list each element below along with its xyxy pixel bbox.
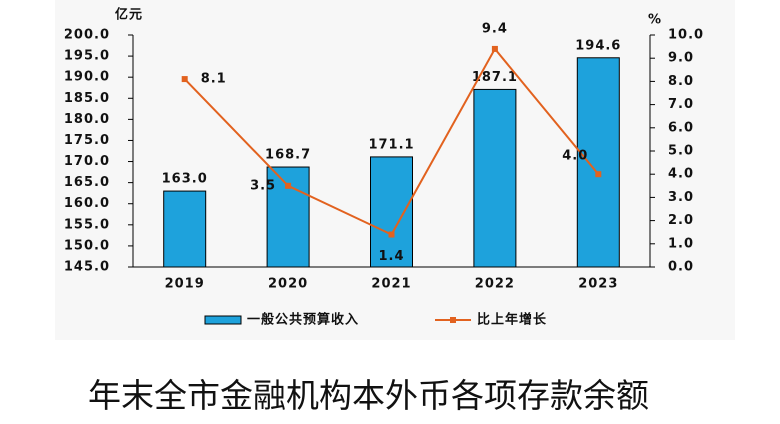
y2-unit: % [648, 13, 662, 28]
legend-swatch [204, 315, 242, 325]
y-unit: 亿元 [115, 7, 143, 23]
bar-value-label: 187.1 [472, 70, 518, 85]
x-tick-label: 2023 [578, 277, 618, 292]
y2-tick-label: 9.0 [668, 51, 694, 66]
x-tick-label: 2019 [165, 277, 205, 292]
y2-tick-label: 5.0 [668, 144, 694, 159]
legend-marker [450, 317, 456, 323]
y-tick-label: 180.0 [64, 112, 110, 127]
x-tick-label: 2022 [475, 277, 515, 292]
y-tick-label: 150.0 [64, 238, 110, 253]
y-tick-label: 165.0 [64, 175, 110, 190]
y2-tick-label: 4.0 [668, 167, 694, 182]
line-value-label: 4.0 [562, 149, 588, 164]
y2-tick-label: 0.0 [668, 260, 694, 275]
x-tick-label: 2020 [268, 277, 308, 292]
y-tick-label: 200.0 [64, 28, 110, 43]
line-marker [285, 182, 292, 189]
line-marker [595, 171, 602, 178]
line-value-label: 8.1 [201, 72, 227, 87]
legend-label: 比上年增长 [477, 312, 547, 328]
x-tick-label: 2021 [371, 277, 411, 292]
y2-tick-label: 7.0 [668, 97, 694, 112]
caption: 年末全市金融机构本外币各项存款余额 [88, 376, 649, 415]
y2-tick-label: 10.0 [668, 28, 704, 43]
y-tick-label: 145.0 [64, 260, 110, 275]
bar-value-label: 171.1 [368, 137, 414, 152]
bar-value-label: 163.0 [162, 172, 208, 187]
line-value-label: 3.5 [250, 178, 276, 193]
y-tick-label: 170.0 [64, 154, 110, 169]
line-marker [388, 231, 395, 238]
line-value-label: 9.4 [482, 21, 508, 36]
y-tick-label: 160.0 [64, 196, 110, 211]
bar [370, 156, 413, 268]
bar-value-label: 168.7 [265, 148, 311, 163]
y-tick-label: 185.0 [64, 91, 110, 106]
y-tick-label: 155.0 [64, 217, 110, 232]
bar [163, 190, 207, 268]
y-tick-label: 195.0 [64, 49, 110, 64]
y2-tick-label: 1.0 [668, 236, 694, 251]
y2-tick-label: 6.0 [668, 120, 694, 135]
y2-tick-label: 8.0 [668, 74, 694, 89]
y2-tick-label: 2.0 [668, 213, 694, 228]
y-tick-label: 175.0 [64, 133, 110, 148]
line-value-label: 1.4 [378, 249, 404, 264]
bar [576, 57, 620, 268]
line-marker [491, 45, 498, 52]
line-marker [181, 76, 188, 83]
bar-value-label: 194.6 [575, 38, 621, 53]
y-tick-label: 190.0 [64, 70, 110, 85]
legend-label: 一般公共预算收入 [247, 312, 359, 328]
bar [473, 88, 517, 268]
y2-tick-label: 3.0 [668, 190, 694, 205]
